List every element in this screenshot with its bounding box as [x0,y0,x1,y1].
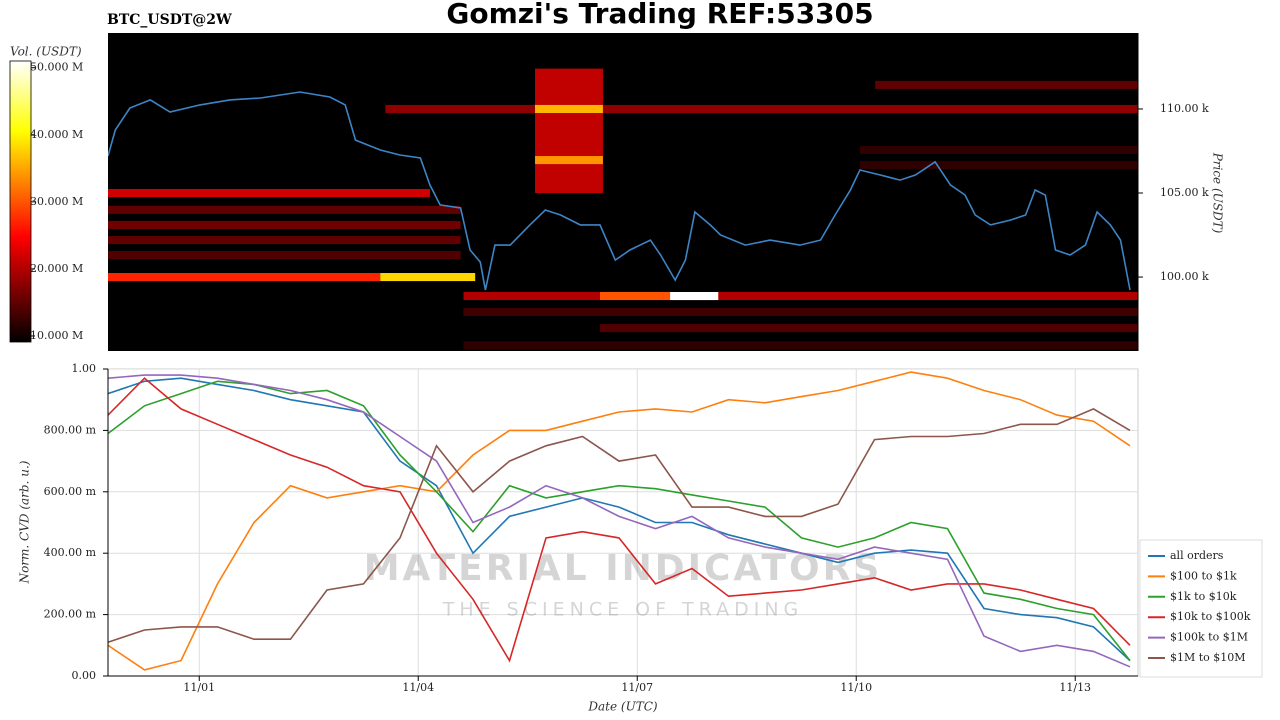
cvd-line [108,371,1131,671]
y-tick-label: 800.00 m [44,423,97,436]
heatmap-cell [859,160,1138,169]
chart-title: Gomzi's Trading REF:53305 [446,0,873,30]
cvd-area: MATERIAL INDICATORS THE SCIENCE OF TRADIN… [108,369,1138,676]
y-axis-label: Norm. CVD (arb. u.) [18,460,32,584]
legend-label: $100 to $1k [1170,569,1237,582]
heatmap-cell [108,220,461,229]
colorbar [9,60,32,343]
heatmap-cell [385,104,1138,114]
watermark: MATERIAL INDICATORS [364,548,883,589]
cvd-line [108,374,1131,668]
y-tick-label: 400.00 m [44,546,97,559]
x-tick-label: 11/10 [840,681,872,694]
heatmap-cell [463,307,1138,317]
cvd-line [108,408,1131,643]
y-axis-label: Price (USDT) [1211,152,1225,234]
heatmap-cell [108,273,381,282]
legend-label: $100k to $1M [1170,631,1248,644]
y-tick-label: 1.00 [72,362,97,375]
heatmap-cell [380,273,476,282]
heatmap-cell [600,324,1138,333]
colorbar-tick-label: 30.000 M [30,195,83,208]
x-axis-label: Date (UTC) [587,700,657,714]
y-tick-label: 100.00 k [1160,270,1209,283]
heatmap-cell [859,145,1138,155]
heatmap-cell [535,156,603,165]
y-tick-label: 200.00 m [44,608,97,621]
colorbar-tick-label: 50.000 M [30,61,83,74]
heatmap-cell [875,80,1138,89]
heatmap-cell [670,292,719,301]
legend-label: $10k to $100k [1170,610,1251,623]
heatmap-cell [108,188,430,198]
colorbar-tick-label: 10.000 M [30,329,83,342]
heatmap-area [108,68,1138,350]
x-tick-label: 11/13 [1059,681,1091,694]
legend-label: $1k to $10k [1170,590,1237,603]
x-tick-label: 11/04 [402,681,434,694]
watermark: THE SCIENCE OF TRADING [442,599,804,621]
cvd-line [108,380,1131,662]
cvd-line [108,377,1131,662]
chart-subtitle: BTC_USDT@2W [107,12,232,28]
y-tick-label: 600.00 m [44,485,97,498]
y-tick-label: 0.00 [72,669,97,682]
price-line [108,91,1131,291]
legend-label: $1M to $10M [1170,651,1246,664]
y-tick-label: 105.00 k [1160,186,1209,199]
x-tick-label: 11/01 [183,681,215,694]
heatmap-cell [600,292,671,301]
legend-label: all orders [1170,549,1224,562]
heatmap-cell [108,250,461,260]
heatmap-cell [463,292,1138,301]
heatmap-cell [463,341,1138,350]
colorbar-label: Vol. (USDT) [10,45,82,59]
legend-box [1139,539,1263,678]
cvd-panel [107,368,1139,677]
heatmap-cell [535,68,603,194]
colorbar-tick-label: 20.000 M [30,262,83,275]
colorbar-tick-label: 40.000 M [30,128,83,141]
heatmap-cell [108,205,461,214]
heatmap-cell [108,236,461,245]
axes: 100.00 k 105.00 k 110.00 k Price (USDT) 10.0… [18,33,1263,714]
heatmap-cell [535,104,603,114]
x-tick-label: 11/07 [621,681,653,694]
y-tick-label: 110.00 k [1160,102,1209,115]
